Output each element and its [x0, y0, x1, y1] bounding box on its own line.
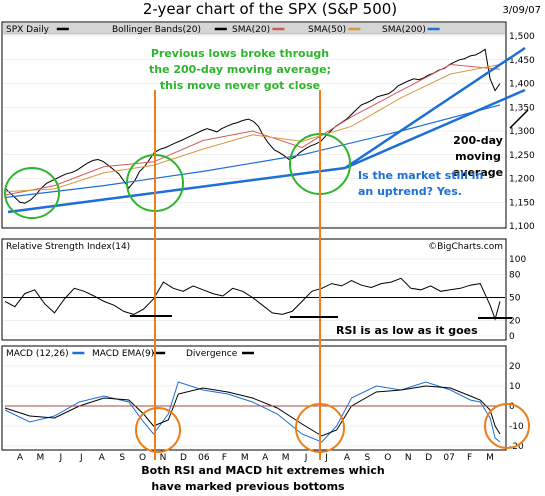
steep-trendline	[344, 46, 526, 170]
rsi-series	[4, 277, 501, 321]
price-series-sma-20	[4, 63, 501, 196]
price-legend-item-3: SMA(50)	[308, 25, 346, 35]
macd-y-axis: 20 10 0 -10 -20	[509, 362, 524, 452]
price-tick-2: 1,400	[509, 80, 535, 90]
price-legend-item-4: SMA(200)	[382, 25, 426, 35]
price-tick-7: 1,150	[509, 198, 535, 208]
price-series-sma-50	[4, 64, 501, 193]
price-y-axis: 1,500 1,450 1,400 1,350 1,300 1,250 1,200 1,150…	[509, 32, 535, 232]
x-tick-14: J	[304, 453, 308, 463]
price-tick-5: 1,250	[509, 151, 535, 161]
price-legend-item-1: Bollinger Bands(20)	[112, 25, 201, 35]
x-tick-23: M	[486, 453, 494, 463]
ma-note-line3: average	[453, 166, 503, 179]
x-tick-13: M	[282, 453, 290, 463]
uptrend-note-line2: an uptrend? Yes.	[358, 185, 462, 198]
price-legend-item-0: SPX Daily	[6, 25, 50, 35]
macd-tick-3: -10	[509, 422, 524, 432]
annotation-text: Previous lows broke through the 200-day …	[141, 47, 503, 493]
lows-note-line2: the 200-day moving average;	[149, 63, 331, 76]
rsi-tick-1: 80	[509, 270, 521, 280]
price-legend: SPX Daily Bollinger Bands(20) SMA(20) SMA(5…	[6, 25, 440, 35]
bottom-note-line1: Both RSI and MACD hit extremes which	[141, 464, 384, 477]
x-tick-7: N	[160, 453, 167, 463]
price-tick-3: 1,350	[509, 103, 535, 113]
macd-legend-item-1: MACD EMA(9)	[92, 349, 154, 359]
x-tick-16: A	[344, 453, 351, 463]
rsi-note: RSI is as low as it goes	[336, 324, 478, 337]
bottom-note-line2: have marked previous bottoms	[151, 480, 345, 493]
long-trendline	[7, 166, 346, 214]
price-tick-6: 1,200	[509, 175, 535, 185]
x-tick-4: A	[99, 453, 106, 463]
price-series	[4, 48, 501, 204]
x-tick-12: A	[262, 453, 269, 463]
x-tick-18: O	[384, 453, 391, 463]
ma-note-line1: 200-day	[453, 134, 503, 147]
annotation-shapes	[4, 46, 530, 460]
rsi-tick-3: 20	[509, 317, 521, 327]
x-tick-5: S	[119, 453, 125, 463]
x-tick-0: A	[17, 453, 24, 463]
macd-legend-item-2: Divergence	[186, 349, 238, 359]
macd-tick-0: 20	[509, 362, 521, 372]
x-tick-11: M	[241, 453, 249, 463]
x-tick-1: M	[37, 453, 45, 463]
mid-trendline	[344, 88, 526, 170]
macd-legend-item-0: MACD (12,26)	[6, 349, 69, 359]
x-tick-15: J	[324, 453, 328, 463]
macd-circle-2	[295, 403, 345, 453]
chart-date: 3/09/07	[502, 5, 541, 16]
x-axis: A M J J A S O N D 06 F M A M J J A S O N D 07 F M	[17, 453, 494, 463]
macd-panel-frame	[1, 345, 507, 451]
macd-panel: MACD (12,26) MACD EMA(9) Divergence 20 10 0 -…	[1, 345, 524, 452]
rsi-tick-2: 50	[509, 294, 521, 304]
price-panel: SPX Daily Bollinger Bands(20) SMA(20) SMA(5…	[1, 21, 535, 232]
x-tick-19: N	[405, 453, 412, 463]
price-series-spx-daily	[4, 48, 501, 204]
rsi-tick-4: 0	[509, 332, 515, 342]
uptrend-note-line1: Is the market still in	[358, 169, 483, 182]
macd-legend: MACD (12,26) MACD EMA(9) Divergence	[6, 349, 254, 359]
lows-note-line1: Previous lows broke through	[151, 47, 329, 60]
x-tick-10: F	[222, 453, 227, 463]
ma-arrow	[509, 109, 529, 129]
macd-circle-3	[484, 403, 530, 449]
macd-series-macd-ema-9	[4, 385, 501, 437]
price-tick-4: 1,300	[509, 127, 535, 137]
rsi-panel: Relative Strength Index(14) ©BigCharts.c…	[1, 238, 526, 342]
price-legend-item-2: SMA(20)	[232, 25, 270, 35]
macd-tick-4: -20	[509, 442, 524, 452]
chart-title: 2-year chart of the SPX (S&P 500)	[143, 0, 397, 18]
macd-tick-2: 0	[509, 402, 515, 412]
rsi-tick-0: 100	[509, 255, 526, 265]
rsi-y-axis: 100 80 50 20 0	[509, 255, 526, 342]
rsi-series-relative-strength-index-14	[4, 277, 501, 321]
rsi-title: Relative Strength Index(14)	[6, 242, 130, 252]
price-tick-8: 1,100	[509, 222, 535, 232]
price-series-sma-200	[4, 104, 501, 199]
x-tick-3: J	[79, 453, 83, 463]
macd-series-macd-12-26	[4, 381, 501, 443]
macd-tick-1: 10	[509, 382, 521, 392]
x-tick-17: S	[365, 453, 371, 463]
bigcharts-credit: ©BigCharts.com	[428, 242, 503, 252]
x-tick-8: D	[180, 453, 187, 463]
macd-series	[4, 381, 501, 443]
ma-note-line2: moving	[455, 150, 501, 163]
price-tick-1: 1,450	[509, 56, 535, 66]
x-tick-9: 06	[198, 453, 210, 463]
lows-note-line3: this move never got close	[160, 79, 320, 92]
x-tick-22: F	[467, 453, 472, 463]
x-tick-21: 07	[443, 453, 454, 463]
macd-circle-1	[135, 407, 181, 453]
price-legend-bar	[3, 23, 505, 34]
x-tick-20: D	[425, 453, 432, 463]
price-tick-0: 1,500	[509, 32, 535, 42]
low-circle-1	[4, 167, 60, 219]
x-tick-2: J	[59, 453, 63, 463]
x-tick-6: O	[139, 453, 146, 463]
